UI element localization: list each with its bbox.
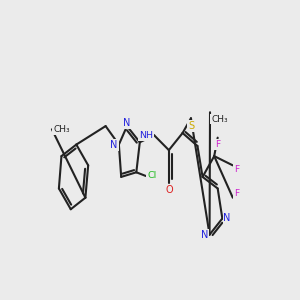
Text: F: F bbox=[215, 140, 220, 149]
Text: N: N bbox=[224, 214, 231, 224]
Text: F: F bbox=[234, 165, 239, 174]
Text: NH: NH bbox=[139, 131, 153, 140]
Text: N: N bbox=[110, 140, 118, 150]
Text: CH₃: CH₃ bbox=[53, 125, 70, 134]
Text: S: S bbox=[188, 121, 194, 130]
Text: O: O bbox=[165, 185, 173, 195]
Text: CH₃: CH₃ bbox=[211, 115, 228, 124]
Text: N: N bbox=[201, 230, 208, 240]
Text: N: N bbox=[123, 118, 131, 128]
Text: Cl: Cl bbox=[147, 172, 156, 181]
Text: F: F bbox=[234, 189, 239, 198]
